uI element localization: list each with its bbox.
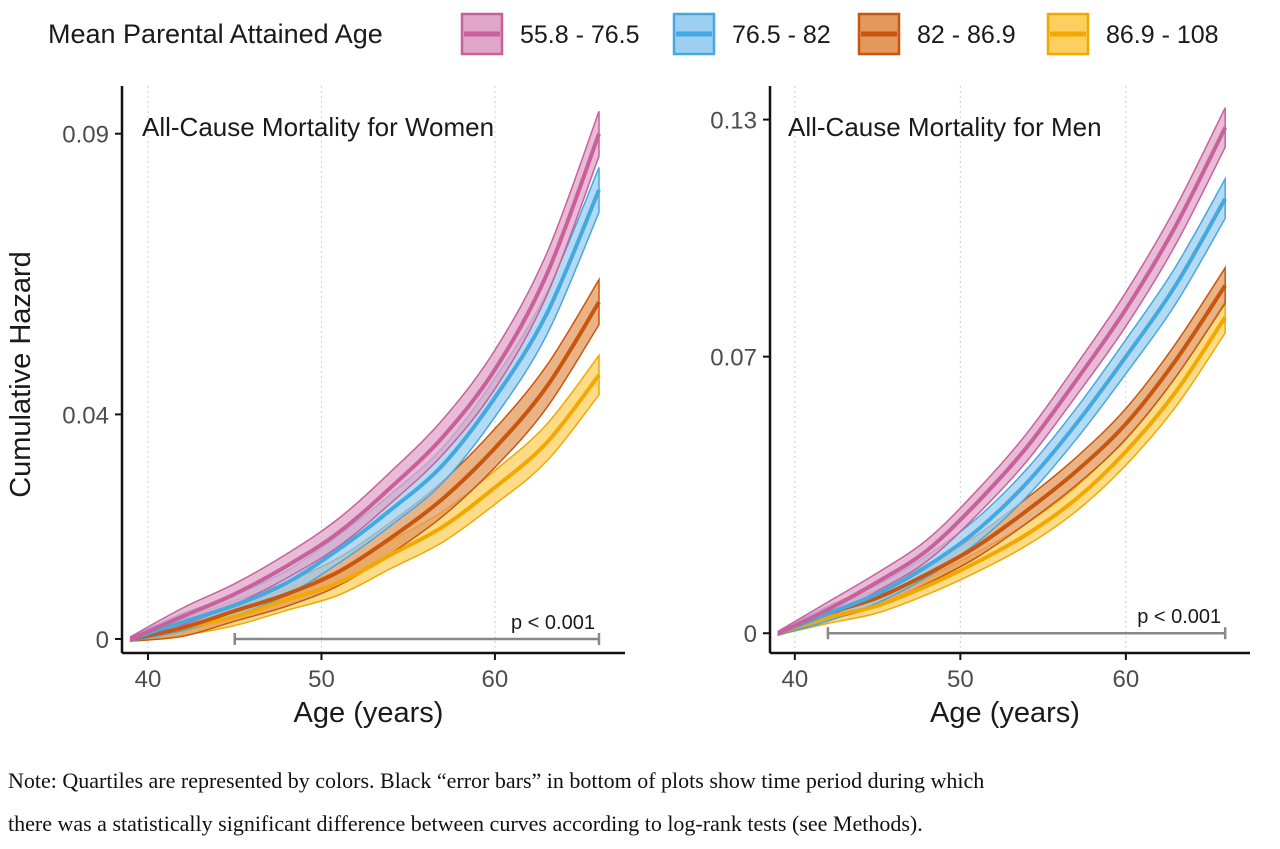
women-y-axis-label: Cumulative Hazard <box>5 251 37 498</box>
legend-title: Mean Parental Attained Age <box>48 19 383 49</box>
women-y-tick-label-1: 0 <box>96 627 109 654</box>
men-series-line-4 <box>777 315 1227 636</box>
women-y-tick-label-3: 0.09 <box>62 122 109 149</box>
men-y-tick-label-2: 0.07 <box>710 345 757 372</box>
women-x-tick-label-2: 50 <box>308 666 335 693</box>
men-x-tick-label-1: 40 <box>781 666 808 693</box>
women-y-tick-label-2: 0.04 <box>62 402 109 429</box>
men-panel-title: All-Cause Mortality for Men <box>788 112 1102 142</box>
men-band-1 <box>777 107 1226 637</box>
men-y-tick-label-1: 0 <box>744 621 757 648</box>
women-panel-title: All-Cause Mortality for Women <box>142 112 494 142</box>
men-x-axis-label: Age (years) <box>930 697 1080 729</box>
men-x-tick-label-2: 50 <box>947 666 974 693</box>
women-band-1 <box>129 111 600 643</box>
note-line-1: Note: Quartiles are represented by color… <box>8 768 985 793</box>
men-series-line-1 <box>777 126 1227 636</box>
women-significance-label: p < 0.001 <box>511 612 595 634</box>
legend-label-1: 55.8 - 76.5 <box>520 21 640 49</box>
women-series-line-3 <box>130 301 601 641</box>
legend-label-4: 86.9 - 108 <box>1106 21 1219 49</box>
panel-men: 40 50 60 0 0.07 0.13 Age (years) All-Cause Mort… <box>710 86 1250 729</box>
men-x-tick-label-3: 60 <box>1113 666 1140 693</box>
legend-label-2: 76.5 - 82 <box>732 21 831 49</box>
women-x-tick-label-3: 60 <box>482 666 509 693</box>
men-series-line-2 <box>777 197 1227 636</box>
figure: Mean Parental Attained Age 55.8 - 76.5 76… <box>5 12 1250 729</box>
women-series-line-1 <box>129 133 601 641</box>
women-x-axis-label: Age (years) <box>294 697 444 729</box>
legend-label-3: 82 - 86.9 <box>917 21 1016 49</box>
men-series-line-3 <box>777 284 1227 636</box>
men-y-tick-label-3: 0.13 <box>710 108 757 135</box>
legend: Mean Parental Attained Age 55.8 - 76.5 76… <box>48 12 1219 56</box>
women-series-line-2 <box>130 189 601 641</box>
women-series-line-4 <box>130 373 601 641</box>
men-significance-label: p < 0.001 <box>1137 606 1221 628</box>
note-line-2: there was a statistically significant di… <box>8 811 923 836</box>
panel-women: 40 50 60 0 0.04 0.09 Age (years) Cumulative Haz… <box>5 86 625 729</box>
women-x-tick-label-1: 40 <box>135 666 162 693</box>
